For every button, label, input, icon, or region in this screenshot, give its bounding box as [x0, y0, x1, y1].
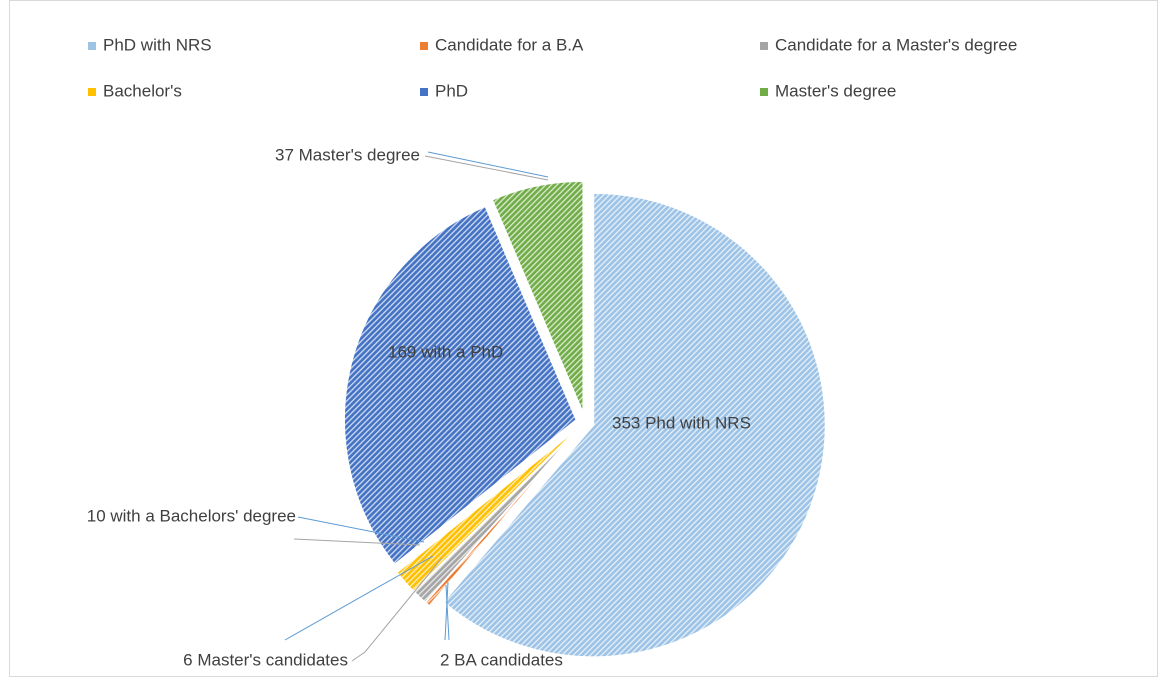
data-label: 169 with a PhD	[388, 342, 503, 361]
data-label: 2 BA candidates	[440, 650, 563, 669]
legend-swatch	[420, 88, 428, 96]
legend-swatch	[88, 88, 96, 96]
legend: PhD with NRS Candidate for a B.A Candidate…	[88, 35, 1017, 100]
data-label: 37 Master's degree	[275, 145, 420, 164]
leader-line	[427, 151, 549, 178]
pie	[343, 180, 827, 658]
legend-swatch	[420, 42, 428, 50]
data-label: 6 Master's candidates	[183, 650, 348, 669]
leader-line	[293, 538, 421, 546]
leader-line	[351, 557, 443, 662]
pie-slice	[395, 427, 579, 593]
data-label: 10 with a Bachelors' degree	[87, 506, 296, 525]
leader-line	[284, 555, 434, 641]
legend-label: Bachelor's	[103, 81, 182, 100]
data-label: 353 Phd with NRS	[612, 413, 751, 432]
legend-label: PhD with NRS	[103, 35, 212, 54]
pie-slice	[343, 205, 578, 566]
leader-line	[424, 155, 549, 181]
legend-label: Master's degree	[775, 81, 896, 100]
leader-line	[445, 584, 450, 641]
legend-swatch	[760, 42, 768, 50]
pie-slice	[442, 192, 827, 658]
leader-line	[444, 581, 449, 641]
legend-swatch	[88, 42, 96, 50]
legend-label: PhD	[435, 81, 468, 100]
leader-line	[297, 516, 425, 543]
legend-label: Candidate for a B.A	[435, 35, 584, 54]
legend-label: Candidate for a Master's degree	[775, 35, 1017, 54]
pie-slice	[491, 180, 584, 414]
data-labels: 353 Phd with NRS 2 BA candidates 6 Master'…	[87, 145, 751, 669]
legend-swatch	[760, 88, 768, 96]
